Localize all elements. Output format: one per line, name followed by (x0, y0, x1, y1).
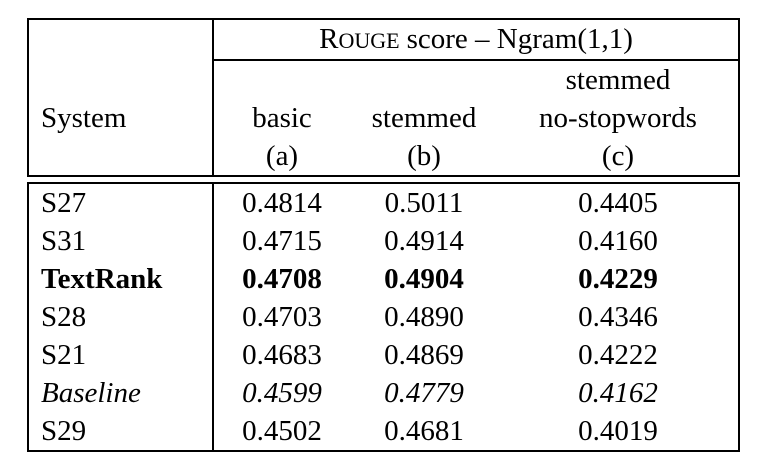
column-label: no-stopwords (539, 102, 697, 134)
column-header-stemmed-no-stopwords: stemmed no-stopwords (c) (498, 61, 738, 175)
score-cell: 0.4708 (242, 263, 322, 295)
score-cell: 0.4779 (384, 377, 464, 409)
score-cell: 0.4019 (578, 415, 658, 447)
column-letter: (a) (265, 140, 299, 172)
score-cell: 0.4703 (242, 301, 322, 333)
score-cell: 0.4502 (242, 415, 322, 447)
rouge-initial: R (319, 23, 339, 55)
score-cell: 0.4222 (578, 339, 658, 371)
table-row: TextRank 0.4708 0.4904 0.4229 (29, 260, 738, 298)
score-cell: 0.4229 (578, 263, 658, 295)
system-header-label: System (41, 102, 127, 134)
group-title: ROUGE score – Ngram(1,1) (214, 20, 738, 61)
table-header: System ROUGE score – Ngram(1,1) basic (a)… (27, 18, 740, 177)
table-row: S29 0.4502 0.4681 0.4019 (29, 412, 738, 450)
score-cell: 0.4346 (578, 301, 658, 333)
score-cell: 0.4681 (384, 415, 464, 447)
score-cell: 0.4405 (578, 187, 658, 219)
column-label: stemmed (371, 102, 477, 134)
table-row: Baseline 0.4599 0.4779 0.4162 (29, 374, 738, 412)
score-cell: 0.4904 (384, 263, 464, 295)
score-cell: 0.4890 (384, 301, 464, 333)
score-cell: 0.4814 (242, 187, 322, 219)
score-cell: 0.4162 (578, 377, 658, 409)
system-cell: TextRank (29, 260, 214, 298)
system-cell: Baseline (29, 374, 214, 412)
column-letter: (c) (601, 140, 635, 172)
score-header-group: ROUGE score – Ngram(1,1) basic (a) stemme… (214, 20, 738, 175)
score-cell: 0.4683 (242, 339, 322, 371)
rouge-smallcaps: OUGE (338, 28, 400, 53)
score-cell: 0.5011 (384, 187, 464, 219)
system-cell: S31 (29, 222, 214, 260)
score-cell: 0.4914 (384, 225, 464, 257)
score-cell: 0.4599 (242, 377, 322, 409)
score-cell: 0.4715 (242, 225, 322, 257)
column-label: basic (252, 102, 312, 134)
system-cell: S28 (29, 298, 214, 336)
table-row: S21 0.4683 0.4869 0.4222 (29, 336, 738, 374)
table-body: S27 0.4814 0.5011 0.4405 S31 0.4715 0.4914 0.41… (27, 182, 740, 452)
system-header-cell: System (29, 20, 214, 175)
column-letter: (b) (407, 140, 441, 172)
rouge-score-table: System ROUGE score – Ngram(1,1) basic (a)… (27, 18, 740, 452)
table-row: S28 0.4703 0.4890 0.4346 (29, 298, 738, 336)
column-label-line1: stemmed (565, 64, 671, 96)
table-row: S27 0.4814 0.5011 0.4405 (29, 184, 738, 222)
score-cell: 0.4160 (578, 225, 658, 257)
group-title-tail: score – Ngram(1,1) (406, 23, 633, 55)
table-row: S31 0.4715 0.4914 0.4160 (29, 222, 738, 260)
system-cell: S29 (29, 412, 214, 450)
score-cell: 0.4869 (384, 339, 464, 371)
column-header-basic: basic (a) (214, 61, 350, 175)
system-cell: S21 (29, 336, 214, 374)
column-header-stemmed: stemmed (b) (350, 61, 498, 175)
subcolumn-headers: basic (a) stemmed (b) stemmed no-stopwor… (214, 61, 738, 175)
system-cell: S27 (29, 184, 214, 222)
